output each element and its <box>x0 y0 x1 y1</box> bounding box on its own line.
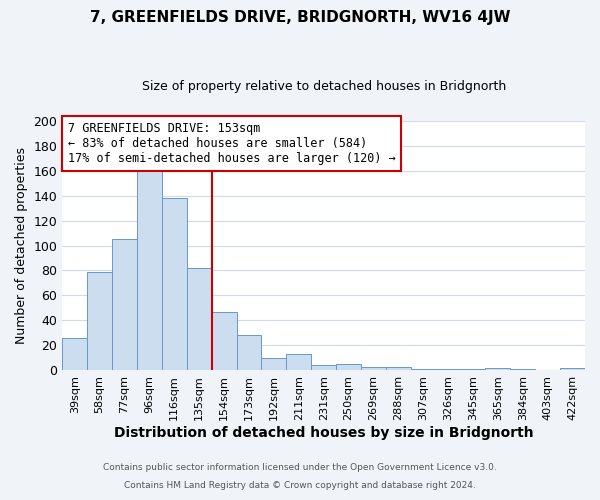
Text: Contains HM Land Registry data © Crown copyright and database right 2024.: Contains HM Land Registry data © Crown c… <box>124 481 476 490</box>
Bar <box>461 369 485 370</box>
Bar <box>137 164 162 370</box>
Bar <box>311 366 336 370</box>
Bar <box>485 368 511 370</box>
Bar <box>62 338 87 370</box>
Bar <box>361 366 386 370</box>
Bar <box>560 368 585 370</box>
Bar <box>386 366 411 370</box>
Bar <box>262 358 286 370</box>
Bar <box>411 369 436 370</box>
Bar <box>336 364 361 370</box>
Text: 7 GREENFIELDS DRIVE: 153sqm
← 83% of detached houses are smaller (584)
17% of se: 7 GREENFIELDS DRIVE: 153sqm ← 83% of det… <box>68 122 395 165</box>
Bar <box>236 336 262 370</box>
Title: Size of property relative to detached houses in Bridgnorth: Size of property relative to detached ho… <box>142 80 506 93</box>
X-axis label: Distribution of detached houses by size in Bridgnorth: Distribution of detached houses by size … <box>114 426 533 440</box>
Bar <box>212 312 236 370</box>
Bar <box>187 268 212 370</box>
Bar <box>112 240 137 370</box>
Bar <box>436 369 461 370</box>
Bar <box>286 354 311 370</box>
Bar <box>511 369 535 370</box>
Text: 7, GREENFIELDS DRIVE, BRIDGNORTH, WV16 4JW: 7, GREENFIELDS DRIVE, BRIDGNORTH, WV16 4… <box>90 10 510 25</box>
Bar <box>87 272 112 370</box>
Y-axis label: Number of detached properties: Number of detached properties <box>15 147 28 344</box>
Bar <box>162 198 187 370</box>
Text: Contains public sector information licensed under the Open Government Licence v3: Contains public sector information licen… <box>103 464 497 472</box>
